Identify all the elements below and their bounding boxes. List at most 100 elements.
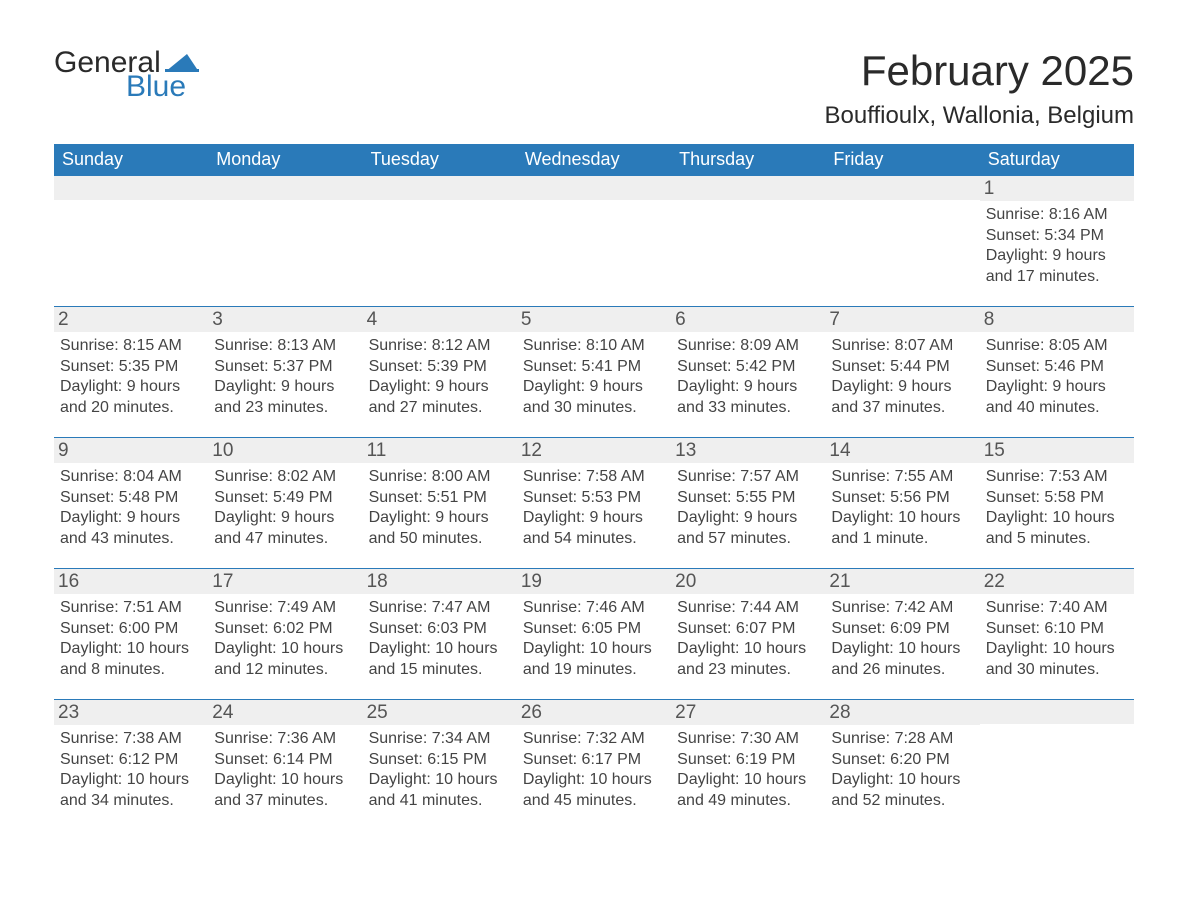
day-number — [517, 176, 671, 200]
day-number: 16 — [54, 569, 208, 594]
sunrise-text: Sunrise: 7:44 AM — [677, 598, 819, 618]
sunrise-text: Sunrise: 7:53 AM — [986, 467, 1128, 487]
sunset-text: Sunset: 6:14 PM — [214, 750, 356, 770]
sunset-text: Sunset: 5:44 PM — [831, 357, 973, 377]
sunrise-text: Sunrise: 7:40 AM — [986, 598, 1128, 618]
day-cell: 16 Sunrise: 7:51 AMSunset: 6:00 PMDayligh… — [54, 569, 208, 699]
day-number: 1 — [980, 176, 1134, 201]
day-number: 9 — [54, 438, 208, 463]
day-number — [54, 176, 208, 200]
sunset-text: Sunset: 5:53 PM — [523, 488, 665, 508]
daylight-text: Daylight: 10 hours and 8 minutes. — [60, 639, 202, 680]
day-cell: 13Sunrise: 7:57 AMSunset: 5:55 PMDayligh… — [671, 438, 825, 568]
week-row: 23Sunrise: 7:38 AMSunset: 6:12 PMDayligh… — [54, 699, 1134, 830]
sunset-text: Sunset: 5:37 PM — [214, 357, 356, 377]
daylight-text: Daylight: 9 hours and 17 minutes. — [986, 246, 1128, 287]
day-cell: 11Sunrise: 8:00 AMSunset: 5:51 PMDayligh… — [363, 438, 517, 568]
daylight-text: Daylight: 9 hours and 47 minutes. — [214, 508, 356, 549]
day-body: Sunrise: 7:36 AMSunset: 6:14 PMDaylight:… — [214, 729, 356, 811]
day-body: Sunrise: 7:32 AMSunset: 6:17 PMDaylight:… — [523, 729, 665, 811]
daylight-text: Daylight: 10 hours and 34 minutes. — [60, 770, 202, 811]
sunset-text: Sunset: 6:12 PM — [60, 750, 202, 770]
day-body: Sunrise: 7:55 AMSunset: 5:56 PMDaylight:… — [831, 467, 973, 549]
sunrise-text: Sunrise: 8:00 AM — [369, 467, 511, 487]
day-number: 23 — [54, 700, 208, 725]
daylight-text: Daylight: 9 hours and 43 minutes. — [60, 508, 202, 549]
weekday-header: Friday — [825, 144, 979, 176]
sunset-text: Sunset: 5:55 PM — [677, 488, 819, 508]
weeks-container: 1 Sunrise: 8:16 AMSunset: 5:34 PMDaylight… — [54, 176, 1134, 830]
day-body: Sunrise: 7:53 AMSunset: 5:58 PMDaylight:… — [986, 467, 1128, 549]
day-cell: 5Sunrise: 8:10 AMSunset: 5:41 PMDaylight… — [517, 307, 671, 437]
day-number: 19 — [517, 569, 671, 594]
day-number — [208, 176, 362, 200]
sunrise-text: Sunrise: 8:09 AM — [677, 336, 819, 356]
sunrise-text: Sunrise: 7:42 AM — [831, 598, 973, 618]
daylight-text: Daylight: 9 hours and 33 minutes. — [677, 377, 819, 418]
weekday-header: Saturday — [980, 144, 1134, 176]
sunrise-text: Sunrise: 8:12 AM — [369, 336, 511, 356]
day-cell — [980, 700, 1134, 830]
day-number: 10 — [208, 438, 362, 463]
day-number — [825, 176, 979, 200]
sunset-text: Sunset: 6:00 PM — [60, 619, 202, 639]
day-number: 13 — [671, 438, 825, 463]
day-body: Sunrise: 7:42 AMSunset: 6:09 PMDaylight:… — [831, 598, 973, 680]
sunrise-text: Sunrise: 7:47 AM — [369, 598, 511, 618]
weekday-header: Sunday — [54, 144, 208, 176]
day-number: 24 — [208, 700, 362, 725]
sunrise-text: Sunrise: 7:51 AM — [60, 598, 202, 618]
daylight-text: Daylight: 10 hours and 12 minutes. — [214, 639, 356, 680]
week-row: 2Sunrise: 8:15 AMSunset: 5:35 PMDaylight… — [54, 306, 1134, 437]
day-cell: 28Sunrise: 7:28 AMSunset: 6:20 PMDayligh… — [825, 700, 979, 830]
sunrise-text: Sunrise: 7:32 AM — [523, 729, 665, 749]
day-body: Sunrise: 7:34 AMSunset: 6:15 PMDaylight:… — [369, 729, 511, 811]
header-region: General Blue February 2025 Bouffioulx, W… — [54, 48, 1134, 130]
day-number: 14 — [825, 438, 979, 463]
daylight-text: Daylight: 9 hours and 57 minutes. — [677, 508, 819, 549]
day-cell — [208, 176, 362, 306]
day-cell: 23 Sunrise: 7:38 AMSunset: 6:12 PMDayligh… — [54, 700, 208, 830]
day-body: Sunrise: 8:00 AMSunset: 5:51 PMDaylight:… — [369, 467, 511, 549]
daylight-text: Daylight: 9 hours and 27 minutes. — [369, 377, 511, 418]
sunrise-text: Sunrise: 8:04 AM — [60, 467, 202, 487]
day-body: Sunrise: 8:16 AMSunset: 5:34 PMDaylight:… — [986, 205, 1128, 287]
day-cell — [517, 176, 671, 306]
sunset-text: Sunset: 5:48 PM — [60, 488, 202, 508]
day-cell: 25 Sunrise: 7:34 AMSunset: 6:15 PMDayligh… — [363, 700, 517, 830]
sunset-text: Sunset: 6:19 PM — [677, 750, 819, 770]
logo-flag-icon — [165, 50, 199, 72]
daylight-text: Daylight: 10 hours and 19 minutes. — [523, 639, 665, 680]
day-number — [363, 176, 517, 200]
daylight-text: Daylight: 9 hours and 40 minutes. — [986, 377, 1128, 418]
weekday-header: Wednesday — [517, 144, 671, 176]
day-body: Sunrise: 8:07 AMSunset: 5:44 PMDaylight:… — [831, 336, 973, 418]
sunset-text: Sunset: 5:41 PM — [523, 357, 665, 377]
day-body: Sunrise: 8:05 AMSunset: 5:46 PMDaylight:… — [986, 336, 1128, 418]
day-number: 25 — [363, 700, 517, 725]
day-body: Sunrise: 8:04 AMSunset: 5:48 PMDaylight:… — [60, 467, 202, 549]
month-title: February 2025 — [825, 48, 1135, 94]
sunset-text: Sunset: 6:09 PM — [831, 619, 973, 639]
brand-word-2: Blue — [126, 72, 199, 102]
day-body: Sunrise: 7:46 AMSunset: 6:05 PMDaylight:… — [523, 598, 665, 680]
sunset-text: Sunset: 6:02 PM — [214, 619, 356, 639]
sunset-text: Sunset: 6:15 PM — [369, 750, 511, 770]
day-body: Sunrise: 7:58 AMSunset: 5:53 PMDaylight:… — [523, 467, 665, 549]
weekday-header: Tuesday — [363, 144, 517, 176]
day-body: Sunrise: 7:30 AMSunset: 6:19 PMDaylight:… — [677, 729, 819, 811]
weekday-header: Thursday — [671, 144, 825, 176]
day-cell — [363, 176, 517, 306]
daylight-text: Daylight: 10 hours and 52 minutes. — [831, 770, 973, 811]
calendar-grid: Sunday Monday Tuesday Wednesday Thursday… — [54, 144, 1134, 830]
sunset-text: Sunset: 6:07 PM — [677, 619, 819, 639]
day-cell: 1 Sunrise: 8:16 AMSunset: 5:34 PMDaylight… — [980, 176, 1134, 306]
day-cell: 17Sunrise: 7:49 AMSunset: 6:02 PMDayligh… — [208, 569, 362, 699]
week-row: 16Sunrise: 7:51 AMSunset: 6:00 PMDayligh… — [54, 568, 1134, 699]
day-body: Sunrise: 7:38 AMSunset: 6:12 PMDaylight:… — [60, 729, 202, 811]
title-block: February 2025 Bouffioulx, Wallonia, Belg… — [825, 48, 1135, 130]
day-number — [980, 700, 1134, 724]
sunrise-text: Sunrise: 7:38 AM — [60, 729, 202, 749]
day-body: Sunrise: 7:47 AMSunset: 6:03 PMDaylight:… — [369, 598, 511, 680]
sunset-text: Sunset: 5:35 PM — [60, 357, 202, 377]
